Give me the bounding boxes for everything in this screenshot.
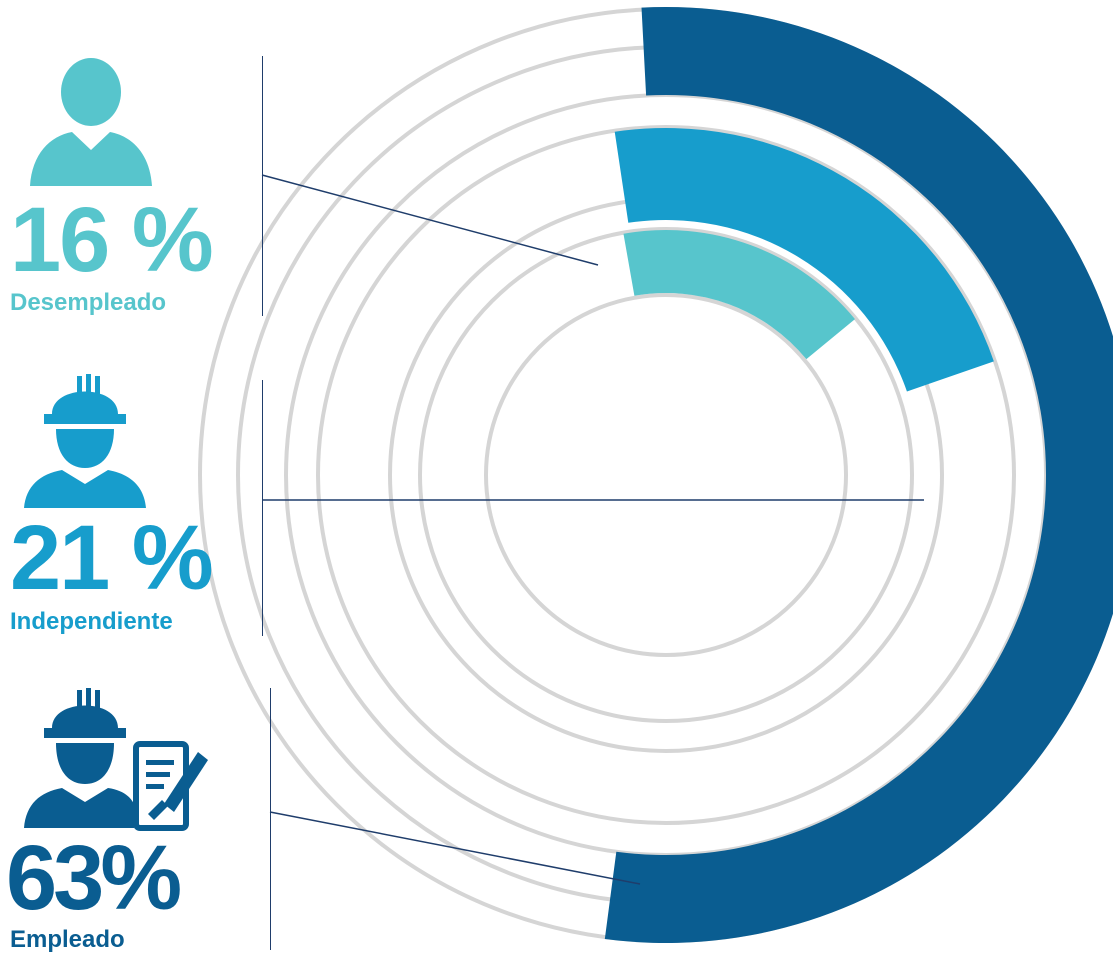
- empleado-divider: [270, 688, 271, 950]
- bar-empleado: [604, 7, 1113, 943]
- leader-lines: [261, 174, 924, 885]
- worker-contract-icon: [24, 688, 208, 831]
- empleado-percent: 63%: [6, 827, 182, 929]
- desempleado-percent: 16 %: [10, 189, 214, 291]
- guide-ring-1: [484, 293, 848, 657]
- radial-bars: [604, 7, 1113, 943]
- leader-line-desempleado: [261, 174, 599, 266]
- guide-ring-2: [418, 227, 914, 723]
- leader-line-empleado: [269, 811, 641, 885]
- independiente-divider: [262, 380, 263, 636]
- worker-hardhat-icon: [24, 374, 146, 508]
- desempleado-label: Desempleado: [10, 289, 167, 316]
- independiente-label: Independiente: [10, 608, 173, 635]
- guide-ring-4: [316, 125, 1016, 825]
- independiente-percent: 21 %: [10, 507, 214, 609]
- person-icon: [30, 58, 152, 186]
- desempleado-divider: [262, 56, 263, 316]
- empleado-label: Empleado: [10, 926, 125, 953]
- bar-independiente: [614, 127, 994, 392]
- bar-desempleado: [623, 230, 855, 360]
